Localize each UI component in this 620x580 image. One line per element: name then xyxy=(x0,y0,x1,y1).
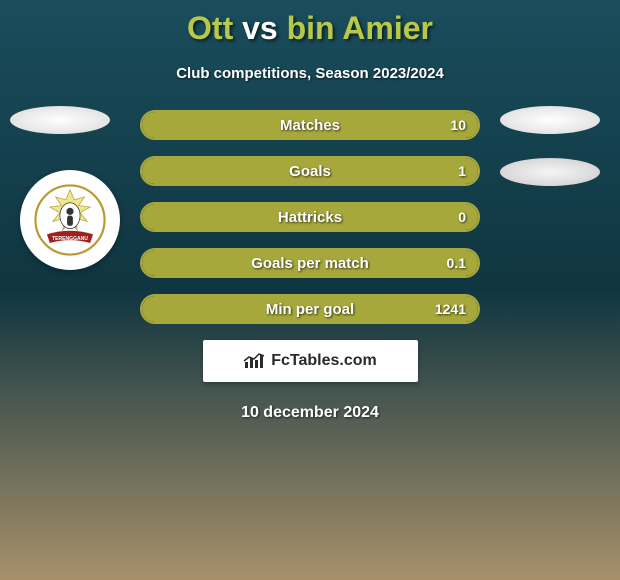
player-portrait-left-placeholder xyxy=(10,106,110,134)
subtitle: Club competitions, Season 2023/2024 xyxy=(0,65,620,82)
stat-bar: Min per goal1241 xyxy=(140,294,480,324)
player-portrait-right-placeholder xyxy=(500,106,600,134)
title-right: bin Amier xyxy=(287,10,433,46)
title-left: Ott xyxy=(187,10,233,46)
comparison-area: TERENGGANU Matches10Goals1Hattricks0Goal… xyxy=(0,110,620,324)
stat-label: Goals xyxy=(142,158,478,184)
stat-bars: Matches10Goals1Hattricks0Goals per match… xyxy=(140,110,480,324)
stat-label: Goals per match xyxy=(142,250,478,276)
club-badge-right-placeholder xyxy=(500,158,600,186)
stat-bar: Goals1 xyxy=(140,156,480,186)
date-text: 10 december 2024 xyxy=(0,404,620,422)
brand-badge[interactable]: FcTables.com xyxy=(203,340,418,382)
stat-label: Hattricks xyxy=(142,204,478,230)
stat-bar: Hattricks0 xyxy=(140,202,480,232)
stat-value: 10 xyxy=(450,112,466,138)
brand-text: FcTables.com xyxy=(271,352,377,370)
svg-text:TERENGGANU: TERENGGANU xyxy=(52,236,88,242)
stat-value: 0 xyxy=(458,204,466,230)
stat-value: 0.1 xyxy=(447,250,466,276)
page-title: Ott vs bin Amier xyxy=(0,0,620,47)
stat-value: 1 xyxy=(458,158,466,184)
club-crest-icon: TERENGGANU xyxy=(34,184,106,256)
club-badge-left: TERENGGANU xyxy=(20,170,120,270)
chart-icon xyxy=(243,352,265,370)
stat-bar: Matches10 xyxy=(140,110,480,140)
stat-label: Matches xyxy=(142,112,478,138)
stat-value: 1241 xyxy=(435,296,466,322)
stat-bar: Goals per match0.1 xyxy=(140,248,480,278)
stat-label: Min per goal xyxy=(142,296,478,322)
title-vs: vs xyxy=(242,10,278,46)
